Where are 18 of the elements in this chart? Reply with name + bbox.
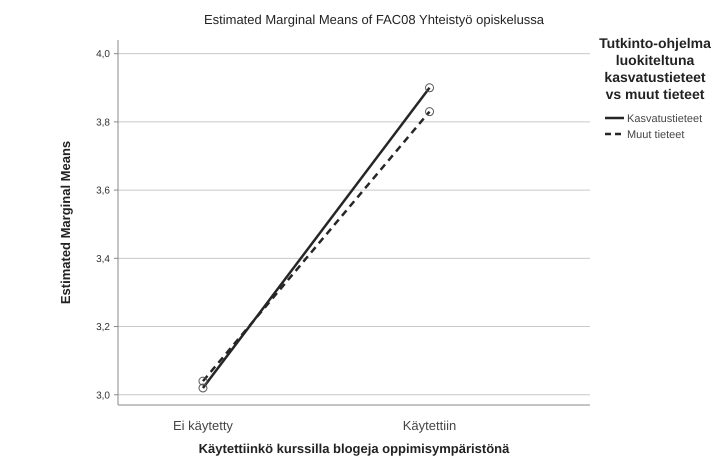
chart-title: Estimated Marginal Means of FAC08 Yhteistyö opiskelussa (204, 12, 545, 27)
x-tick-label: Käytettiin (402, 418, 456, 433)
point (425, 107, 434, 116)
y-tick-label: 3,4 (96, 254, 110, 265)
y-tick-label: 4,0 (96, 49, 110, 60)
y-axis-title: Estimated Marginal Means (58, 140, 73, 304)
y-tick-label: 3,2 (96, 322, 110, 334)
legend-label: Muut tieteet (627, 129, 684, 141)
x-tick-label: Ei käytetty (172, 418, 234, 433)
y-tick-label: 3,8 (96, 117, 110, 128)
point (198, 376, 208, 386)
legend-label: Kasvatustieteet (627, 113, 702, 125)
point (425, 83, 434, 92)
y-tick-label: 3,0 (96, 390, 110, 402)
x-axis-title: Käytettiinkö kurssilla blogeja oppimisympäristönä (198, 441, 510, 456)
legend-title: Tutkinto-ohjelma luokiteltuna kasvatustieteet vs muut tieteet (599, 35, 712, 102)
y-tick-label: 3,6 (96, 186, 110, 197)
point (198, 383, 208, 392)
